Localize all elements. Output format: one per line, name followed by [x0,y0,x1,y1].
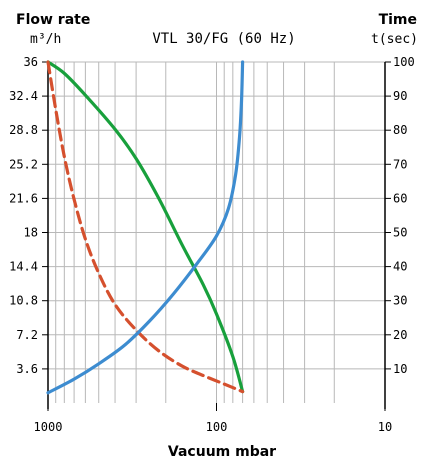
series-line-3 [46,60,245,395]
left-tick-label: 36 [24,55,38,69]
left-tick-label: 3.6 [16,362,38,376]
right-tick-label: 100 [393,55,415,69]
right-tick-label: 40 [393,260,407,274]
chart-title: VTL 30/FG (60 Hz) [152,31,295,47]
left-tick-label: 21.6 [9,191,38,205]
series-line-1 [46,60,245,394]
tick-labels: 36 32.4 28.8 25.2 21.6 18 14.4 10.8 7.2 3.6 100 90 8… [9,55,415,434]
x-tick-label: 1000 [34,420,63,434]
right-tick-label: 10 [393,362,407,376]
left-tick-label: 28.8 [9,123,38,137]
left-tick-label: 10.8 [9,294,38,308]
right-tick-label: 70 [393,157,407,171]
right-tick-label: 30 [393,294,407,308]
left-axis-label: Flow rate [16,12,90,28]
right-tick-label: 80 [393,123,407,137]
right-axis-label: Time [379,12,417,28]
right-axis-unit: t(sec) [371,32,418,47]
left-tick-label: 25.2 [9,157,38,171]
left-tick-label: 32.4 [9,89,38,103]
series-line-2 [46,60,245,394]
x-tick-label: 100 [206,420,228,434]
left-tick-label: 18 [24,226,38,240]
right-tick-label: 20 [393,328,407,342]
left-axis-unit: m³/h [30,32,61,47]
right-tick-label: 50 [393,226,407,240]
x-tick-label: 10 [378,420,392,434]
right-tick-label: 60 [393,191,407,205]
series-lines [46,60,245,395]
right-tick-label: 90 [393,89,407,103]
left-tick-label: 7.2 [16,328,38,342]
grid [42,61,391,411]
left-tick-label: 14.4 [9,260,38,274]
x-axis-label: Vacuum mbar [168,444,276,460]
